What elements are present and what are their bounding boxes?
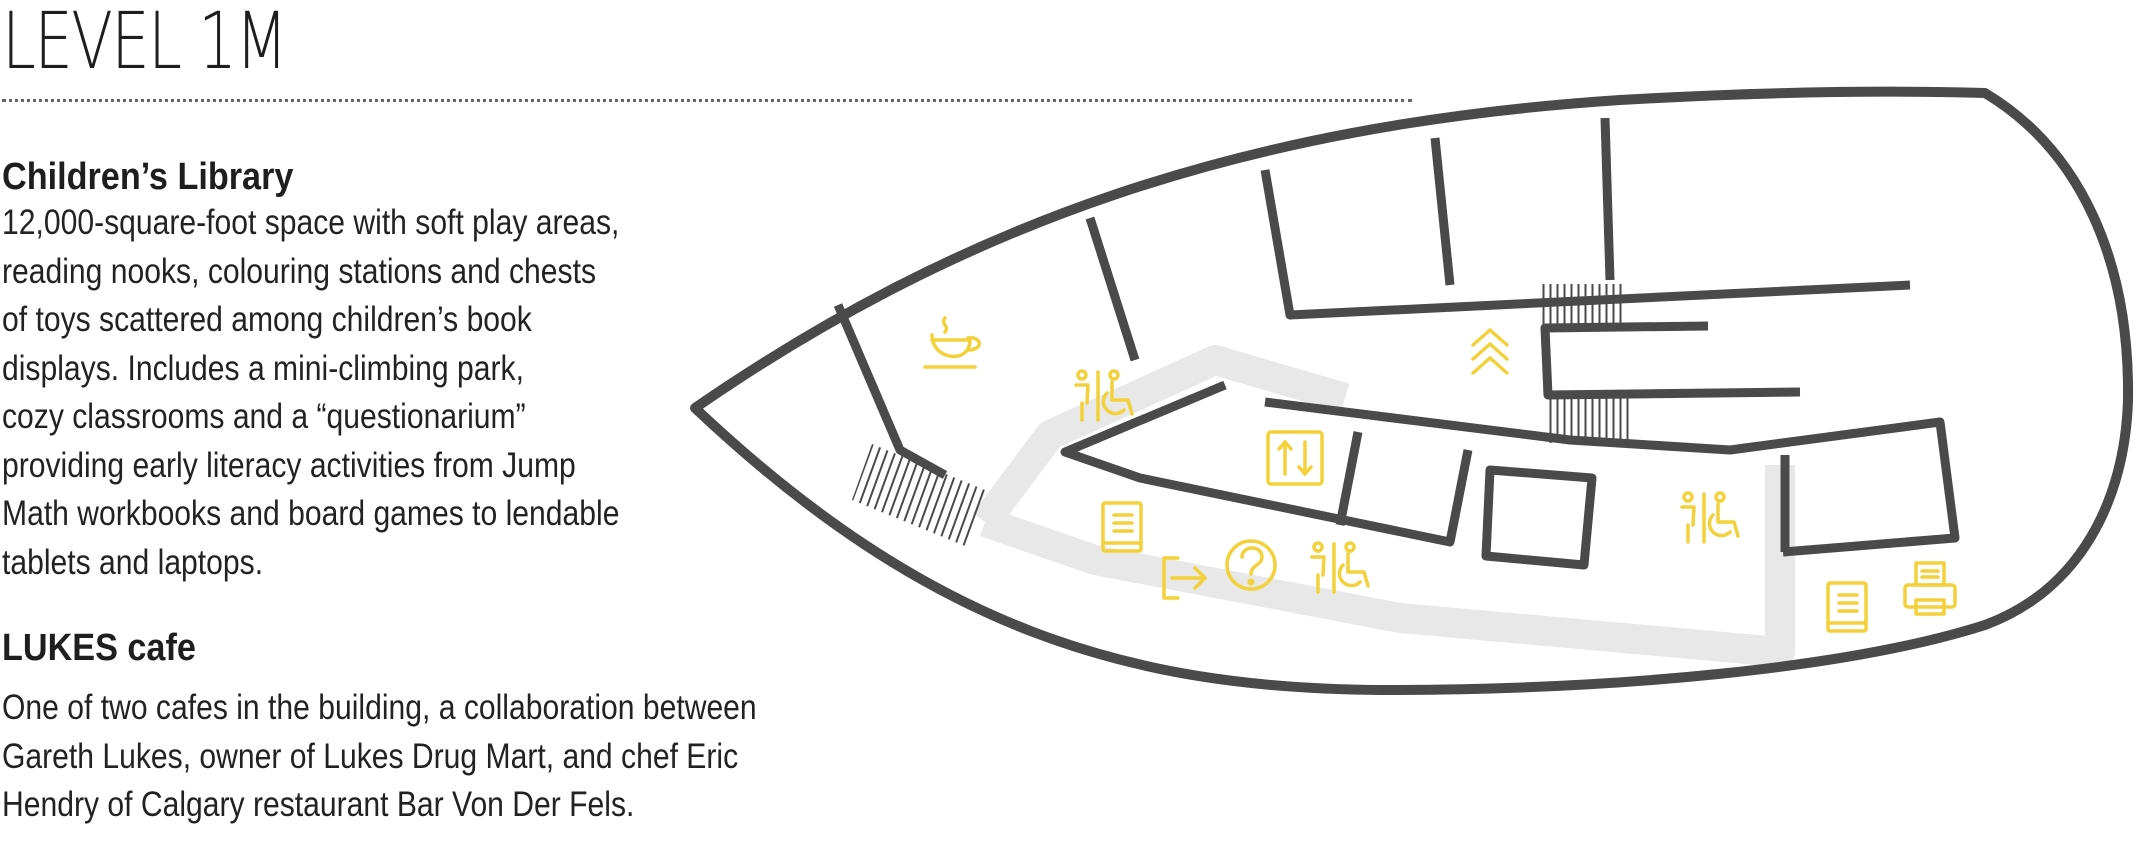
book-icon bbox=[1826, 581, 1868, 633]
interior-walls bbox=[833, 117, 1960, 570]
escalator-up-icon bbox=[1471, 328, 1509, 375]
section-childrens-library: Children’s Library 12,000-square-foot sp… bbox=[2, 155, 922, 587]
stairs-upper bbox=[1540, 284, 1622, 326]
cafe-cup-icon bbox=[923, 316, 981, 369]
printer-icon bbox=[1903, 561, 1957, 616]
section-heading: LUKES cafe bbox=[2, 627, 196, 669]
building-outline bbox=[690, 86, 2134, 695]
title-divider bbox=[2, 99, 1412, 102]
page-title: LEVEL 1M bbox=[2, 0, 288, 87]
stairs-middle bbox=[1548, 395, 1630, 443]
elevator-icon bbox=[1266, 430, 1324, 486]
exit-icon bbox=[1162, 556, 1207, 600]
section-body: One of two cafes in the building, a coll… bbox=[2, 688, 757, 824]
section-body: 12,000-square-foot space with soft play … bbox=[2, 203, 620, 582]
section-lukes-cafe: LUKES cafe One of two cafes in the build… bbox=[2, 626, 1102, 830]
restroom-accessible-icon bbox=[1074, 369, 1134, 422]
information-question-icon bbox=[1225, 539, 1277, 591]
section-heading: Children’s Library bbox=[2, 156, 294, 198]
walkway-path bbox=[972, 345, 1795, 667]
book-icon bbox=[1101, 501, 1143, 553]
restroom-accessible-icon bbox=[1680, 491, 1740, 544]
stairs-left bbox=[852, 444, 985, 548]
restroom-accessible-icon bbox=[1310, 541, 1370, 594]
